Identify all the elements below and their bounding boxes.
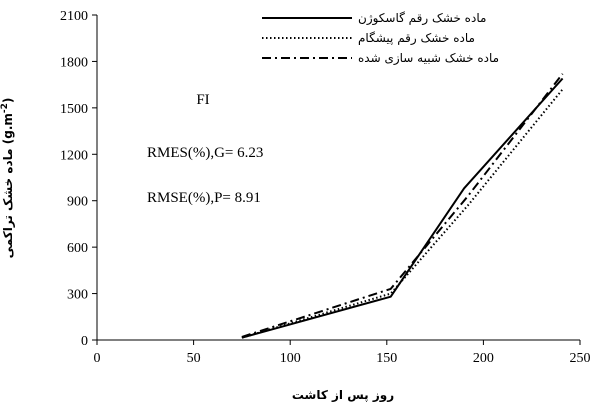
x-tick-label: 100 [280,351,301,366]
y-tick-label: 900 [67,195,88,210]
x-axis-title: روز پس از کاشت [292,388,394,403]
x-tick-label: 250 [570,351,591,366]
y-axis-title: ماده خشک تراکمی (g.m-2) [0,98,15,259]
y-axis-title-unit-exp: -2 [0,103,10,113]
y-tick-label: 0 [81,334,88,349]
y-tick-label: 2100 [60,9,88,24]
series-line-2 [241,88,564,339]
y-axis-title-main: ماده خشک تراکمی [1,148,15,258]
series-line-1 [241,77,564,339]
y-tick-label: 1800 [60,55,88,70]
annotation-3: RMSE(%),P= 8.91 [147,190,261,206]
axes [96,15,580,341]
y-axis-title-unit-suffix: ) [1,98,15,103]
y-axis-title-unit-prefix: (g.m [1,113,15,144]
legend-label-1: ماده خشک رقم گاسکوژن [358,11,486,26]
legend: ماده خشک رقم گاسکوژن ماده خشک رقم پیشگام م… [262,11,499,66]
annotation-2: RMES(%),G= 6.23 [147,145,263,161]
legend-label-2: ماده خشک رقم پیشگام [358,31,475,46]
series-line-3 [241,73,564,338]
annotations: FI RMES(%),G= 6.23 RMSE(%),P= 8.91 [147,92,263,206]
y-tick-label: 1200 [60,148,88,163]
x-tick-label: 0 [94,351,101,366]
x-tick-label: 50 [187,351,201,366]
y-tick-label: 300 [67,288,88,303]
annotation-1: FI [196,92,209,108]
series-lines [241,73,564,339]
x-tick-label: 200 [473,351,494,366]
x-tick-label: 150 [376,351,397,366]
legend-label-3: ماده خشک شبیه سازی شده [358,51,499,66]
tick-labels: 0 300 600 900 1200 1500 1800 2100 0 50 100 150 200 25… [60,9,591,366]
y-tick-label: 600 [67,241,88,256]
y-tick-label: 1500 [60,102,88,117]
